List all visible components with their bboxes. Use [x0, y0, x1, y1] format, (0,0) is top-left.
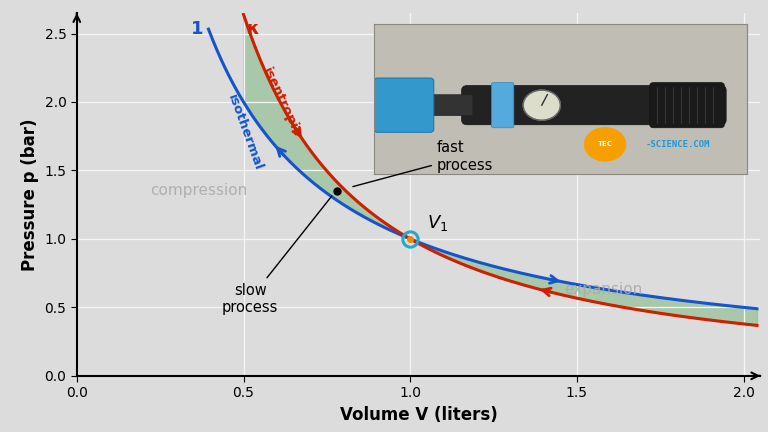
Text: 1: 1 — [191, 20, 204, 38]
Y-axis label: Pressure p (bar): Pressure p (bar) — [21, 118, 39, 271]
Text: compression: compression — [151, 184, 247, 198]
Text: κ: κ — [247, 20, 260, 38]
Text: isothermal: isothermal — [225, 92, 265, 172]
Text: isentropic: isentropic — [260, 65, 303, 139]
Text: fast
process: fast process — [353, 140, 493, 187]
Text: expansion: expansion — [564, 282, 643, 297]
X-axis label: Volume V (liters): Volume V (liters) — [339, 406, 498, 424]
Text: slow
process: slow process — [222, 196, 332, 315]
Text: $V_1$: $V_1$ — [427, 213, 448, 233]
